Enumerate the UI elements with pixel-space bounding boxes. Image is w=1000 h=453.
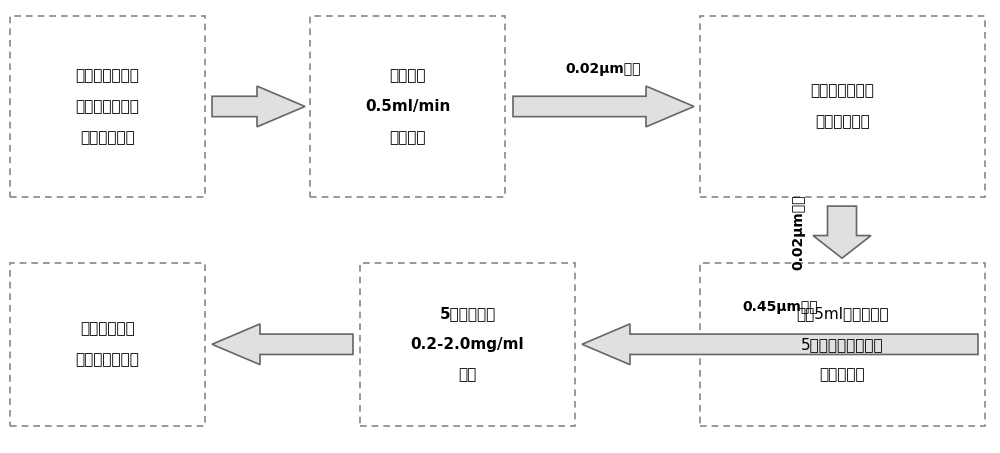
Polygon shape [212,86,305,127]
Text: 0.02μm过滤: 0.02μm过滤 [566,62,641,76]
Text: 单机模式: 单机模式 [389,130,426,145]
FancyBboxPatch shape [360,263,575,426]
FancyBboxPatch shape [700,263,985,426]
FancyBboxPatch shape [310,16,505,197]
Text: 注入5ml分子量小于: 注入5ml分子量小于 [796,306,889,321]
FancyBboxPatch shape [700,16,985,197]
Text: 5个样品浓度: 5个样品浓度 [439,306,496,321]
Text: 仪器归一化: 仪器归一化 [820,367,865,383]
Text: 流速设置: 流速设置 [389,68,426,83]
Polygon shape [582,324,978,365]
Text: 0.45μm过滤: 0.45μm过滤 [742,300,818,314]
Text: 进行仪器矫正: 进行仪器矫正 [815,114,870,130]
Text: 柱温箱、检测器: 柱温箱、检测器 [76,99,139,114]
Text: 0.02μm过滤: 0.02μm过滤 [791,194,805,270]
Polygon shape [813,206,871,258]
FancyBboxPatch shape [10,16,205,197]
Text: 开脱气机、泵、: 开脱气机、泵、 [76,68,139,83]
Polygon shape [212,324,353,365]
Text: 以及电脑开关: 以及电脑开关 [80,130,135,145]
Text: 0.5ml/min: 0.5ml/min [365,99,450,114]
FancyBboxPatch shape [10,263,205,426]
Text: 读取平均分子量: 读取平均分子量 [76,352,139,367]
Text: 软件数据处理: 软件数据处理 [80,321,135,337]
Text: 甲苯注入流通池: 甲苯注入流通池 [811,83,874,99]
Text: 5万的右旋糖酐进行: 5万的右旋糖酐进行 [801,337,884,352]
Text: 0.2-2.0mg/ml: 0.2-2.0mg/ml [411,337,524,352]
Text: 进样: 进样 [458,367,477,383]
Polygon shape [513,86,694,127]
